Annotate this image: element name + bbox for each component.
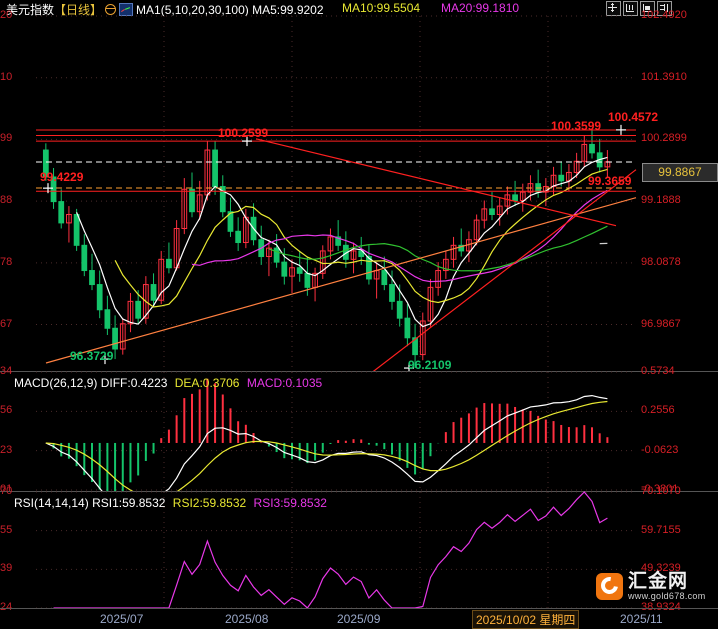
macd-axis-label: 0.5734 (641, 365, 675, 377)
rsi-axis-label: 38.9324 (641, 601, 681, 613)
date-axis-label[interactable]: 2025/09 (337, 612, 381, 626)
date-axis-label[interactable]: 2025/07 (100, 612, 144, 626)
date-axis[interactable]: 2025/07 2025/08 2025/09 2025/11 2025/10/02 星… (0, 609, 718, 629)
ma-config-label: MA1(5,10,20,30,100) (136, 3, 249, 17)
price-axis-label-left: 99 (0, 132, 13, 145)
rsi-header: RSI(14,14,14) RSI1:59.8532 RSI2:59.8532 … (14, 496, 327, 510)
rsi2-value: RSI2:59.8532 (172, 496, 247, 510)
price-axis-label-left: 78 (0, 255, 13, 268)
rsi-axis-label-left: 24 (0, 601, 13, 613)
price-annotation: 96.3729 (70, 349, 114, 363)
macd-axis-label-left: 01 (0, 483, 13, 495)
rsi3-value: RSI3:59.8532 (253, 496, 327, 510)
symbol-name: 美元指数 (6, 3, 55, 17)
date-axis-label[interactable]: 2025/08 (225, 612, 269, 626)
price-axis-label-left: 20 (0, 9, 13, 21)
price-axis-label-left: 67 (0, 317, 13, 330)
rsi-axis-label: 49.3239 (641, 562, 681, 575)
panel-divider-macd (0, 371, 718, 372)
macd-axis-label: -0.0623 (641, 443, 679, 456)
macd-axis-label-left: 34 (0, 365, 13, 377)
price-axis-label: 96.9867 (641, 317, 681, 330)
current-price-tag: 99.8867 (642, 163, 718, 182)
jump-to-latest-tool-icon[interactable] (657, 1, 672, 16)
price-axis-label: 98.0878 (641, 255, 681, 268)
price-axis-label-left: 88 (0, 194, 13, 207)
rsi-axis-label: 70.1070 (641, 485, 681, 497)
date-axis-label[interactable]: 2025/11 (620, 612, 663, 626)
period-label: 【日线】 (54, 3, 103, 17)
rsi-axis-label-left: 39 (0, 562, 13, 575)
macd-axis-label-left: 56 (0, 404, 13, 417)
date-axis-selected-label[interactable]: 2025/10/02 星期四 (472, 610, 580, 629)
panel-divider-xaxis (0, 608, 718, 609)
watermark-text: 汇金网 (628, 571, 689, 592)
rsi-axis-label-left: 55 (0, 523, 13, 536)
mini-chart-icon[interactable] (119, 3, 134, 16)
ma20-value: MA20:99.1810 (441, 1, 520, 15)
rsi-axis-label: 59.7155 (641, 523, 681, 536)
chart-header: 美元指数【日线】 MA1(5,10,20,30,100) MA5:99.9202 … (0, 0, 718, 18)
macd-chart-panel[interactable] (36, 371, 636, 512)
price-annotation: 99.4229 (40, 170, 84, 184)
ma5-value: MA5:99.9202 (252, 3, 324, 17)
symbol-title: 美元指数【日线】 MA1(5,10,20,30,100) MA5:99.9202 (6, 1, 324, 18)
price-annotation: 99.3659 (588, 174, 632, 188)
price-axis-label: 101.3910 (641, 70, 687, 83)
macd-title: MACD(26,12,9) (14, 376, 98, 390)
rsi-chart-panel[interactable] (36, 491, 636, 609)
macd-diff-value: DIFF:0.4223 (100, 376, 168, 390)
price-chart-canvas (36, 15, 637, 378)
rsi-title: RSI(14,14,14) (14, 496, 89, 510)
horizontal-scale-tool-icon[interactable] (640, 1, 655, 16)
price-annotation: 100.2599 (218, 126, 269, 140)
price-annotation: 96.2109 (408, 358, 452, 372)
price-chart-panel[interactable] (36, 15, 637, 378)
macd-axis-label-left: 23 (0, 443, 13, 456)
rsi-axis-label-left: 70 (0, 485, 13, 497)
panel-divider-rsi (0, 491, 718, 492)
price-axis-label: 100.2899 (641, 132, 687, 145)
macd-axis-label: -0.3801 (641, 483, 679, 495)
watermark-url: www.gold678.com (628, 591, 706, 601)
macd-dea-value: DEA:0.3706 (174, 376, 240, 390)
macd-macd-value: MACD:0.1035 (246, 376, 323, 390)
chart-toolbar[interactable] (606, 1, 672, 16)
price-annotation: 100.4572 (608, 110, 659, 124)
circle-icon[interactable] (105, 4, 117, 15)
vertical-scale-tool-icon[interactable] (623, 1, 638, 16)
watermark: 汇金网 www.gold678.com (596, 572, 706, 601)
price-axis-label: 102.4920 (641, 9, 687, 21)
price-axis-label: 99.1888 (641, 194, 681, 207)
logo-icon (596, 573, 623, 600)
price-axis-label-left: 10 (0, 70, 13, 83)
macd-axis-label: 0.2556 (641, 404, 675, 417)
ma10-value: MA10:99.5504 (342, 1, 421, 15)
rsi1-value: RSI1:59.8532 (92, 496, 166, 510)
crosshair-move-tool-icon[interactable] (606, 1, 621, 16)
price-annotation: 100.3599 (551, 119, 602, 133)
macd-header: MACD(26,12,9) DIFF:0.4223 DEA:0.3706 MAC… (14, 376, 322, 390)
